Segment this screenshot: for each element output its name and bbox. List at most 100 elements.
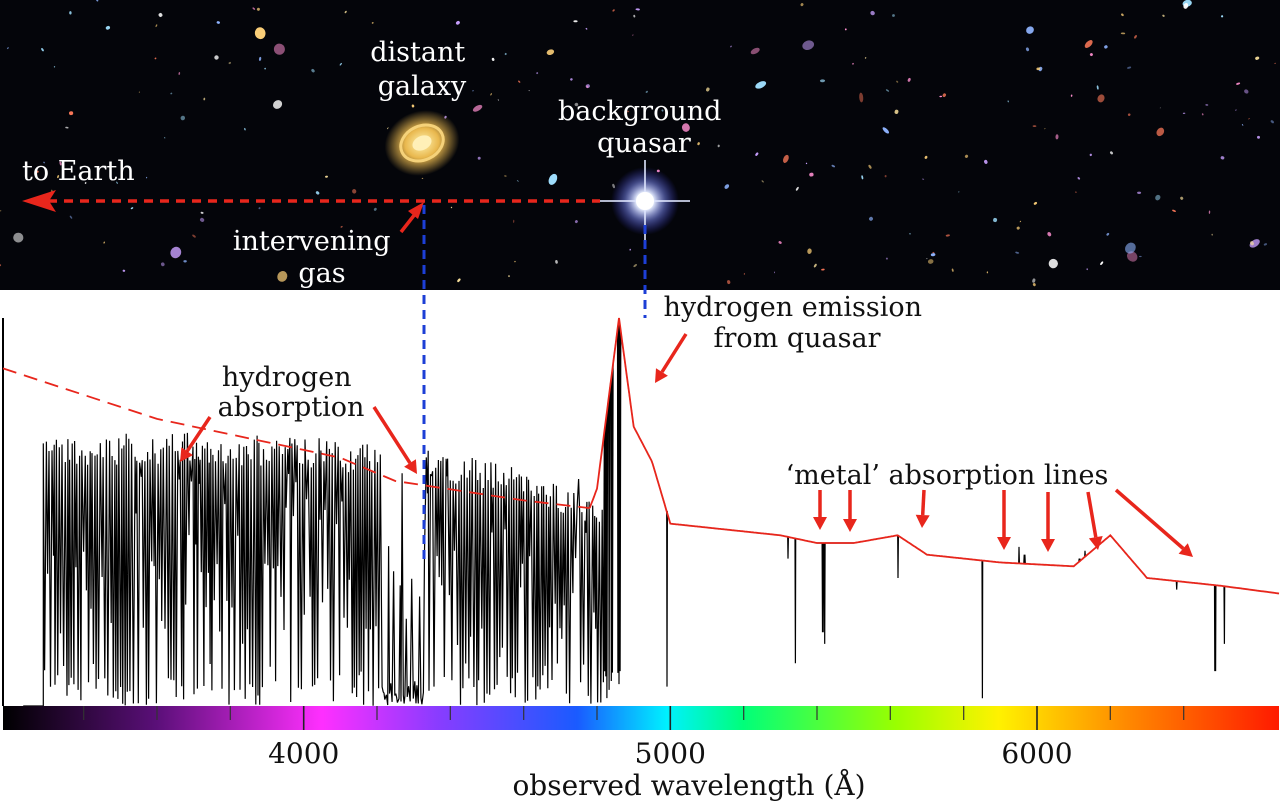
background-galaxy [497, 99, 499, 101]
background-galaxy [945, 234, 950, 237]
background-galaxy [1274, 62, 1276, 65]
background-galaxy [555, 260, 558, 264]
background-galaxy [472, 90, 474, 92]
background-galaxy [1155, 194, 1161, 201]
background-galaxy [273, 43, 285, 55]
hydrogen-absorption-arrow-left [180, 416, 212, 462]
background-galaxy [1172, 209, 1176, 212]
annotation-arrows [180, 333, 1193, 557]
background-galaxy [0, 264, 2, 267]
background-galaxy [130, 207, 134, 210]
background-galaxy [750, 47, 760, 55]
background-galaxy [158, 13, 163, 17]
background-galaxy [909, 233, 911, 235]
background-galaxy [1044, 127, 1046, 130]
background-galaxy [821, 268, 825, 271]
background-galaxy [69, 215, 73, 219]
background-galaxy [1208, 210, 1211, 214]
background-galaxy [160, 262, 165, 267]
background-galaxy [807, 248, 812, 254]
background-galaxy [852, 62, 854, 65]
background-galaxy [373, 207, 377, 211]
background-galaxy [546, 49, 555, 56]
background-galaxy [1255, 56, 1260, 60]
background-galaxy [573, 20, 578, 23]
background-galaxy [612, 9, 615, 12]
background-galaxy [869, 216, 873, 221]
background-galaxy [154, 57, 157, 60]
background-galaxy [1016, 226, 1020, 230]
hydrogen-absorption-label: hydrogen absorption [218, 362, 365, 423]
background-galaxy [192, 234, 196, 238]
background-galaxy [986, 271, 989, 274]
background-galaxy [993, 217, 998, 223]
metal-absorption-label: ‘metal’ absorption lines [786, 460, 1109, 491]
background-galaxy [339, 62, 342, 66]
background-galaxy [214, 55, 219, 60]
background-galaxy [200, 211, 204, 214]
distant-galaxy-label: distant galaxy [370, 37, 474, 102]
continuum-line [588, 317, 1280, 595]
background-galaxy [340, 225, 343, 228]
spectrum-panel: hydrogen emission from quasar hydrogen a… [2, 205, 1280, 802]
background-galaxy [1077, 177, 1081, 180]
sky-background [0, 0, 1280, 290]
background-galaxy [629, 248, 631, 251]
background-galaxy [1055, 134, 1059, 140]
background-galaxy [200, 217, 205, 222]
background-galaxy [942, 93, 947, 98]
background-galaxy [681, 123, 690, 132]
metal-line-arrow [1114, 488, 1193, 557]
background-galaxy [896, 80, 899, 83]
background-galaxy [755, 81, 767, 89]
background-galaxy [1084, 40, 1093, 48]
background-galaxy [1075, 191, 1077, 193]
background-galaxy [352, 189, 357, 194]
background-galaxy [504, 52, 507, 56]
background-galaxy [371, 22, 374, 24]
background-galaxy [1096, 85, 1099, 90]
intervening-gas-label: intervening gas [233, 226, 399, 289]
background-galaxy [277, 271, 288, 282]
background-galaxy [490, 93, 492, 96]
background-galaxy [435, 58, 437, 61]
background-galaxy [116, 181, 118, 184]
background-galaxy [228, 61, 232, 65]
background-galaxy [1048, 258, 1058, 269]
background-galaxy [585, 27, 588, 30]
background-galaxy [727, 280, 731, 285]
background-galaxy [1257, 135, 1260, 139]
background-galaxy [59, 161, 62, 166]
to-earth-label: to Earth [22, 156, 135, 187]
background-galaxy [864, 57, 867, 59]
background-galaxy [315, 191, 320, 195]
background-galaxy [504, 175, 507, 177]
background-galaxy [57, 175, 60, 179]
background-galaxy [65, 126, 69, 129]
background-galaxy [457, 278, 461, 283]
background-galaxy [1250, 241, 1254, 246]
background-galaxy [1015, 251, 1020, 254]
metal-line-arrow [813, 490, 827, 530]
background-galaxy [43, 161, 46, 164]
background-galaxy [1032, 125, 1037, 128]
background-galaxy [103, 241, 106, 244]
background-galaxy [548, 173, 558, 185]
background-galaxy [450, 206, 453, 209]
background-galaxy [1104, 45, 1108, 49]
background-galaxy [1180, 196, 1184, 200]
hydrogen-absorption-arrow-right [372, 406, 417, 474]
background-galaxy [1162, 14, 1165, 17]
background-galaxy [273, 100, 283, 109]
background-galaxy [661, 109, 664, 112]
background-galaxy [138, 91, 141, 93]
background-galaxy [730, 45, 732, 48]
sky-panel: distant galaxy background quasar to Eart… [0, 0, 1280, 290]
background-galaxy [1026, 26, 1034, 34]
hydrogen-emission-arrow [655, 333, 688, 383]
background-galaxy [813, 263, 817, 268]
background-galaxy [1121, 13, 1124, 17]
background-galaxy [805, 162, 808, 165]
background-galaxy [892, 14, 895, 17]
